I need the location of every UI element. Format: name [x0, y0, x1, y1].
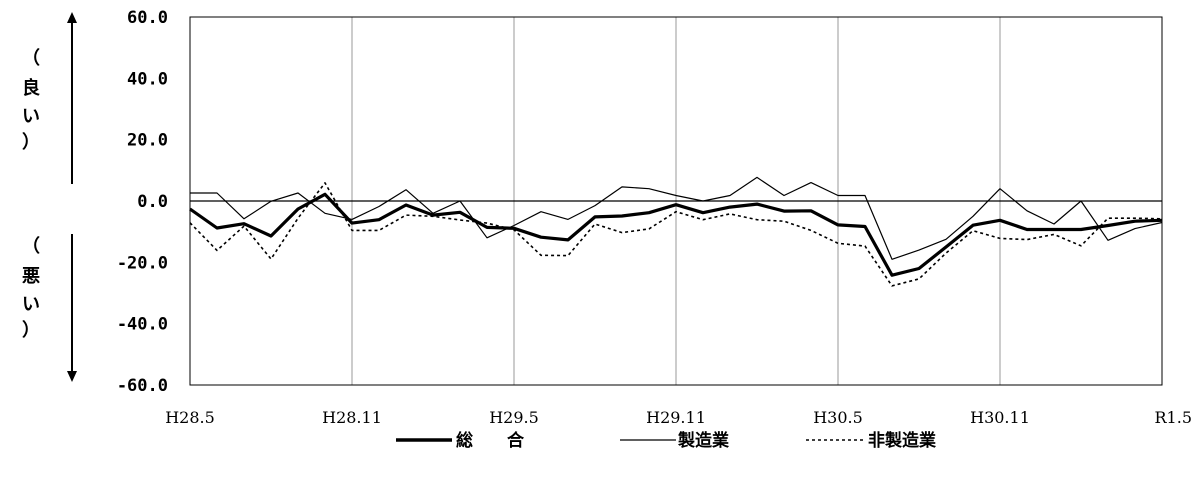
x-tick-label: H29.11	[646, 408, 706, 427]
x-tick-label: H28.11	[322, 408, 382, 427]
series-line-0	[189, 192, 1163, 277]
legend-label-manufacturing: 製造業	[677, 430, 729, 451]
x-tick-label: H30.11	[970, 408, 1030, 427]
bad-label-c1: 悪	[22, 266, 40, 287]
series	[189, 176, 1163, 287]
y-tick-label: -40.0	[117, 315, 168, 335]
legend-label-non-manufacturing: 非製造業	[868, 430, 936, 451]
legend-item-total: 総 合	[396, 430, 525, 451]
y-tick-label: 0.0	[137, 192, 168, 212]
good-label-c1: 良	[22, 77, 40, 99]
y-tick-label: -20.0	[117, 253, 168, 273]
bad-label-c2: い	[22, 294, 40, 315]
x-tick-label: H28.5	[165, 408, 215, 427]
good-label-c0: （	[22, 48, 40, 69]
good-label-c3: ）	[22, 132, 40, 153]
series-line-1	[190, 176, 1163, 260]
x-tick-label: R1.5	[1155, 408, 1193, 427]
series-line-2	[189, 182, 1163, 287]
grid	[190, 17, 1162, 385]
plot-area	[189, 16, 1163, 386]
x-axis-ticks: H28.5 H28.11 H29.5 H29.11 H30.5 H30.11 R1.5	[165, 408, 1192, 427]
bad-label-c3: ）	[22, 320, 40, 341]
y-axis-ticks: 60.0 40.0 20.0 0.0 -20.0 -40.0 -60.0	[117, 8, 168, 396]
x-tick-label: H30.5	[813, 408, 863, 427]
y-tick-label: 40.0	[127, 69, 168, 89]
legend-item-manufacturing: 製造業	[620, 430, 729, 451]
legend-label-total: 総 合	[456, 430, 525, 451]
good-label-c2: い	[22, 106, 40, 127]
y-tick-label: 20.0	[127, 131, 168, 151]
x-tick-label: H29.5	[489, 408, 539, 427]
y-tick-label: -60.0	[117, 376, 168, 396]
legend: 総 合 製造業 非製造業	[396, 430, 936, 451]
y-tick-label: 60.0	[127, 8, 168, 28]
up-arrow-icon	[67, 12, 77, 184]
bad-label-c0: （	[22, 236, 40, 257]
good-label: （ 良 い ）	[22, 48, 40, 153]
bad-label: （ 悪 い ）	[22, 236, 40, 341]
legend-item-non-manufacturing: 非製造業	[806, 430, 936, 451]
down-arrow-icon	[67, 234, 77, 382]
